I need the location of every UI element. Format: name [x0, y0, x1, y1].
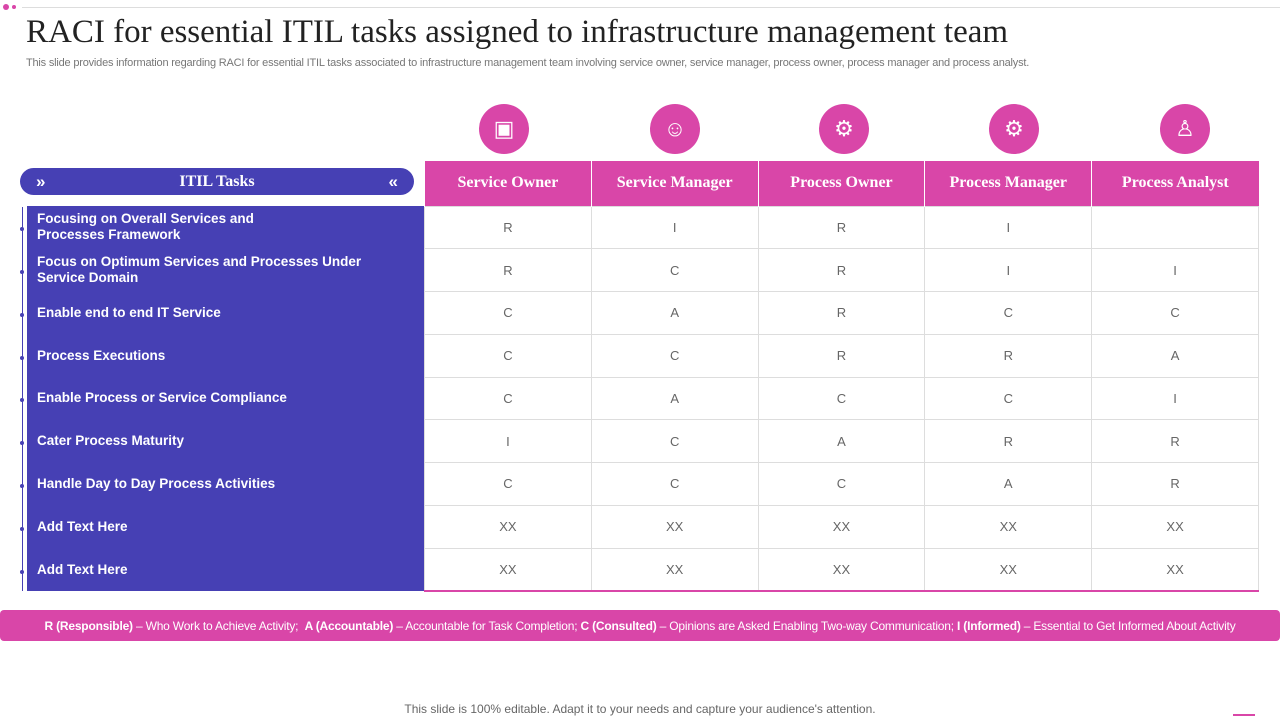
decor-dot [3, 4, 9, 10]
raci-cell: C [424, 462, 592, 506]
tasks-header-label: ITIL Tasks [179, 172, 255, 190]
task-item: Enable Process or Service Compliance [20, 377, 424, 420]
raci-cell: I [924, 205, 1093, 250]
raci-cell: XX [757, 547, 926, 592]
raci-cell: R [924, 333, 1093, 378]
raci-cell: A [757, 419, 926, 464]
task-item: Add Text Here [20, 505, 424, 548]
raci-cell: R [424, 205, 592, 250]
raci-cell: R [757, 248, 926, 293]
raci-cell: I [1091, 248, 1259, 293]
legend-desc: – Who Work to Achieve Activity; [132, 618, 305, 633]
raci-cell: C [924, 291, 1093, 335]
column-header: Process Manager [924, 161, 1092, 206]
raci-cell: C [590, 248, 759, 293]
column-header: Service Owner [424, 161, 592, 206]
raci-cell: R [757, 291, 926, 335]
raci-cell: XX [924, 547, 1093, 592]
chevrons-left-icon: « [388, 171, 398, 191]
raci-cell: C [757, 462, 926, 506]
raci-cell: A [590, 291, 759, 335]
legend-key: C (Consulted) [580, 618, 657, 633]
task-list: Focusing on Overall Services and Process… [20, 206, 424, 591]
raci-cell: I [924, 248, 1093, 293]
column-header: Service Manager [590, 161, 759, 206]
tasks-header: » ITIL Tasks « [20, 168, 414, 195]
person-gear-icon: ⚙ [819, 104, 869, 154]
task-item: Process Executions [20, 334, 424, 377]
people-gear-icon: ⚙ [989, 104, 1039, 154]
legend-key: I (Informed) [957, 618, 1021, 633]
raci-cell [1091, 205, 1259, 250]
raci-cell: R [757, 333, 926, 378]
legend-desc: – Accountable for Task Completion; [393, 618, 581, 633]
raci-cell: A [924, 462, 1093, 506]
task-item: Handle Day to Day Process Activities [20, 463, 424, 506]
raci-cell: I [1091, 376, 1259, 421]
task-item: Focus on Optimum Services and Processes … [20, 249, 367, 292]
manager-money-icon: ☺ [650, 104, 700, 154]
raci-cell: XX [757, 504, 926, 549]
raci-cell: XX [424, 504, 592, 549]
raci-cell: R [424, 248, 592, 293]
legend-desc: – Essential to Get Informed About Activi… [1020, 618, 1236, 633]
raci-cell: R [1091, 462, 1259, 506]
page-subtitle: This slide provides information regardin… [26, 57, 1030, 69]
raci-cell: C [424, 376, 592, 421]
table-row: XX XX XX XX XX [424, 504, 1259, 549]
raci-cell: R [757, 205, 926, 250]
raci-cell: A [1091, 333, 1259, 378]
footer-note: This slide is 100% editable. Adapt it to… [404, 702, 876, 716]
raci-cell: I [424, 419, 592, 464]
notebook-icon: ▣ [479, 104, 529, 154]
raci-cell: XX [590, 547, 759, 592]
page-title: RACI for essential ITIL tasks assigned t… [26, 14, 1009, 50]
raci-cell: XX [424, 547, 592, 592]
decor-dot [12, 5, 16, 9]
raci-cell: C [924, 376, 1093, 421]
task-item: Enable end to end IT Service [20, 292, 424, 335]
raci-cell: R [1091, 419, 1259, 464]
task-item: Focusing on Overall Services and Process… [20, 206, 267, 249]
chevrons-right-icon: » [36, 171, 46, 191]
legend-key: A (Accountable) [304, 618, 394, 633]
table-row: XX XX XX XX XX [424, 547, 1259, 592]
divider [22, 7, 1280, 8]
column-header: Process Analyst [1091, 161, 1259, 206]
raci-cell: C [424, 333, 592, 378]
presenter-icon: ♙ [1160, 104, 1210, 154]
task-item: Cater Process Maturity [20, 420, 424, 463]
legend-key: R (Responsible) [44, 618, 134, 633]
raci-cell: C [590, 419, 759, 464]
raci-cell: XX [590, 504, 759, 549]
raci-cell: A [590, 376, 759, 421]
decor-line [1233, 714, 1255, 716]
raci-cell: R [924, 419, 1093, 464]
raci-cell: C [1091, 291, 1259, 335]
raci-cell: C [590, 462, 759, 506]
raci-table: Service Owner Service Manager Process Owne… [424, 161, 1259, 592]
raci-cell: XX [924, 504, 1093, 549]
legend-desc: – Opinions are Asked Enabling Two-way Co… [656, 618, 958, 633]
raci-cell: C [590, 333, 759, 378]
task-item: Add Text Here [20, 548, 424, 591]
raci-cell: C [424, 291, 592, 335]
legend-bar: R (Responsible) – Who Work to Achieve Ac… [0, 610, 1280, 641]
raci-cell: XX [1091, 547, 1259, 592]
column-header: Process Owner [757, 161, 925, 206]
raci-cell: C [757, 376, 926, 421]
raci-cell: XX [1091, 504, 1259, 549]
raci-cell: I [590, 205, 759, 250]
